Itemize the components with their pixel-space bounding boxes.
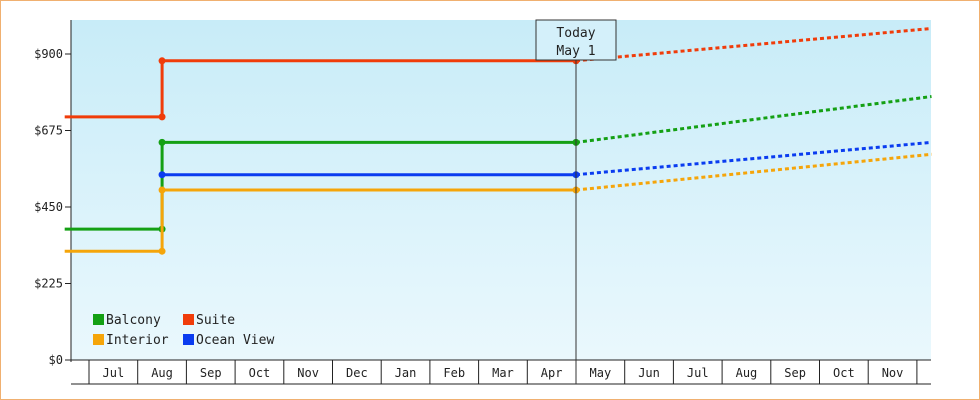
data-point <box>158 138 166 146</box>
series-line <box>64 140 576 231</box>
x-tick-label: Nov <box>297 366 319 380</box>
y-tick-label: $0 <box>49 353 63 367</box>
forecast-line <box>575 140 932 177</box>
x-tick-label: Nov <box>882 366 904 380</box>
legend-label: Balcony <box>106 313 161 328</box>
data-point <box>158 57 166 65</box>
y-tick-label: $900 <box>34 47 63 61</box>
data-point <box>158 171 166 179</box>
series-layer <box>64 27 932 255</box>
x-tick-label: Dec <box>346 366 368 380</box>
data-point <box>158 186 166 194</box>
x-tick-label: May <box>590 366 612 380</box>
x-tick-label: Jun <box>638 366 660 380</box>
data-point <box>158 113 166 121</box>
x-tick-label: Oct <box>249 366 271 380</box>
legend-label: Suite <box>196 313 235 328</box>
legend-item-suite: Suite <box>183 313 235 328</box>
x-tick-label: Sep <box>784 366 806 380</box>
legend-label: Ocean View <box>196 333 274 348</box>
today-date: May 1 <box>556 44 595 59</box>
x-tick-label: Jan <box>395 366 417 380</box>
forecast-line <box>575 152 932 192</box>
series-line <box>64 188 576 253</box>
y-tick-label: $675 <box>34 124 63 138</box>
legend-item-ocean-view: Ocean View <box>183 333 274 348</box>
legend-swatch <box>93 314 104 325</box>
x-tick-label: Aug <box>151 366 173 380</box>
series-line <box>64 59 576 119</box>
data-point <box>158 247 166 255</box>
x-tick-label: Sep <box>200 366 222 380</box>
x-axis: Jul Aug Sep Oct Nov Dec Jan Feb Mar Apr May Jun Jul A… <box>71 359 931 385</box>
legend-swatch <box>183 314 194 325</box>
y-tick-label: $225 <box>34 277 63 291</box>
legend-item-interior: Interior <box>93 333 169 348</box>
legend: Balcony Suite Interior Ocean View <box>93 313 274 348</box>
x-tick-label: Oct <box>833 366 855 380</box>
forecast-line <box>575 27 932 63</box>
today-marker: Today May 1 <box>535 19 617 384</box>
x-tick-label: Apr <box>541 366 563 380</box>
legend-label: Interior <box>106 333 169 348</box>
forecast-line <box>575 95 932 144</box>
x-tick-label: Feb <box>443 366 465 380</box>
legend-swatch <box>183 334 194 345</box>
legend-swatch <box>93 334 104 345</box>
x-tick-label: Jul <box>103 366 125 380</box>
today-box <box>535 19 617 61</box>
x-tick-label: Jul <box>687 366 709 380</box>
today-label: Today <box>556 26 595 41</box>
y-tick-label: $450 <box>34 200 63 214</box>
x-tick-label: Mar <box>492 366 514 380</box>
y-axis: $0 $225 $450 $675 $900 <box>34 20 72 367</box>
legend-item-balcony: Balcony <box>93 313 161 328</box>
x-tick-label: Aug <box>736 366 758 380</box>
